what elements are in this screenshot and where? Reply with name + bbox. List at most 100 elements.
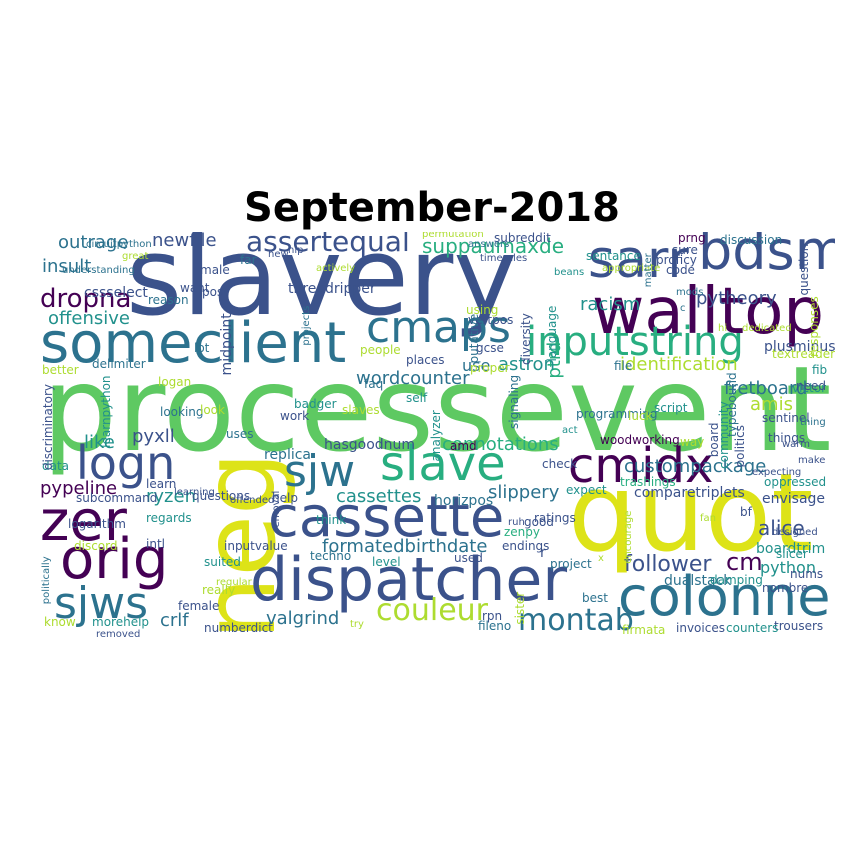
- word-amis: amis: [750, 394, 793, 415]
- word-need: need: [796, 379, 826, 393]
- word-discussion: discussion: [720, 233, 783, 247]
- word-looking: looking: [160, 405, 204, 419]
- word-beans: beans: [554, 267, 585, 278]
- word-actively: actively: [316, 263, 356, 274]
- word-pypeline: pypeline: [40, 478, 118, 499]
- word-cm: cm: [726, 548, 763, 576]
- word-counters: counters: [726, 621, 779, 635]
- word-subreddit: subreddit: [494, 232, 551, 245]
- word-way: way: [680, 435, 705, 449]
- word-try: try: [350, 619, 364, 630]
- word-zer: zer: [40, 489, 127, 554]
- word-r: r: [540, 545, 546, 561]
- word-ryzen: ryzen: [146, 486, 196, 507]
- word-hi: hi: [718, 323, 728, 334]
- word-responses: responses: [807, 296, 821, 357]
- word-colonne: colonne: [618, 565, 831, 628]
- word-diversity: diversity: [519, 313, 533, 365]
- word-cssselect: cssselect: [84, 285, 148, 301]
- word-luck: luck: [628, 409, 653, 423]
- word-sjws: sjws: [54, 578, 149, 629]
- word-x: x: [598, 553, 604, 564]
- word-programming: programming: [576, 407, 658, 421]
- word-nums: nums: [790, 567, 824, 581]
- word-suited: suited: [204, 555, 241, 569]
- word-sister: sister: [513, 591, 527, 625]
- word-mods: mods: [676, 287, 704, 298]
- word-warm: warm: [782, 439, 810, 450]
- word-dispatcher: dispatcher: [250, 545, 567, 615]
- word-slippery: slippery: [488, 482, 560, 503]
- word-places: places: [406, 353, 445, 367]
- word-quot: quot: [568, 451, 814, 576]
- word-fan: fan: [700, 513, 716, 524]
- word-slicer: slicer: [776, 547, 808, 561]
- word-logarithm: logarithm: [68, 517, 126, 531]
- word-amd: amd: [450, 439, 477, 453]
- word-used: used: [454, 551, 483, 565]
- word-look: look: [200, 403, 225, 417]
- word-learnpython: learnpython: [99, 375, 113, 448]
- word-faq: faq: [364, 377, 384, 391]
- word-pytheory: pytheory: [696, 288, 777, 309]
- word-reason: reason: [148, 293, 189, 307]
- word-crlf: crlf: [160, 610, 189, 631]
- word-custompackage: custompackage: [624, 456, 767, 477]
- word-sjw: sjw: [284, 446, 356, 497]
- word-hasgoodnum: hasgoodnum: [324, 437, 416, 453]
- word-code: code: [666, 263, 695, 277]
- word-using: using: [466, 303, 499, 317]
- word-proficy: proficy: [656, 253, 697, 267]
- word-woodworking: woodworking: [600, 433, 680, 447]
- word-regular: regular: [216, 577, 252, 588]
- word-like: like: [84, 432, 115, 453]
- word-offended: offended: [230, 495, 275, 506]
- word-removed: removed: [96, 629, 141, 640]
- word-textreader: textreader: [772, 347, 835, 361]
- word-really: really: [202, 583, 236, 597]
- word-file: file: [614, 359, 633, 373]
- word-trashings: trashings: [620, 475, 676, 489]
- word-data: data: [42, 459, 70, 473]
- word-script: script: [654, 401, 688, 415]
- word-better: better: [42, 363, 79, 377]
- word-astron: astron: [498, 354, 555, 375]
- word-use: use: [462, 356, 491, 375]
- word-appropriate: appropriate: [602, 263, 661, 274]
- word-new: new: [268, 249, 289, 260]
- word-logan: logan: [158, 375, 192, 389]
- word-firmata: firmata: [622, 623, 666, 637]
- word-learn: learn: [146, 477, 177, 491]
- word-rpn: rpn: [482, 609, 503, 623]
- word-techno: techno: [310, 549, 352, 563]
- word-good: good: [524, 515, 554, 529]
- word-boardtrim: boardtrim: [756, 541, 826, 557]
- word-question: question: [797, 243, 811, 296]
- word-level: level: [372, 555, 401, 569]
- figure-title: September-2018: [244, 185, 620, 231]
- word-nombre: nombre: [762, 581, 809, 595]
- word-sentance: sentance: [586, 249, 641, 263]
- word-fretboard: fretboard: [724, 378, 808, 399]
- word-politics: politics: [733, 425, 747, 468]
- word-questions: questions: [192, 489, 251, 503]
- word-discriminatory: discriminatory: [41, 384, 55, 471]
- word-people: people: [360, 343, 401, 357]
- word-victor: victor: [792, 381, 827, 395]
- word-invoices: invoices: [676, 621, 725, 635]
- word-cloud: processevent slavery quot neg walltop somecli…: [40, 232, 835, 660]
- word-cmaps: cmaps: [366, 302, 511, 353]
- word-plusminus: plusminus: [764, 339, 835, 355]
- word-walltop: walltop: [592, 275, 824, 349]
- word-slavery: slavery: [126, 232, 518, 340]
- word-uses: uses: [226, 427, 254, 441]
- word-racism: racism: [580, 294, 641, 315]
- word-ruh: ruh: [508, 517, 525, 528]
- word-self: self: [406, 391, 428, 405]
- word-horizpos: horizpos: [434, 493, 494, 509]
- word-outrage: outrage: [58, 232, 129, 253]
- word-inputvalue: inputvalue: [224, 539, 288, 553]
- word-sure: sure: [672, 243, 698, 257]
- word-nlp: nlp: [288, 245, 304, 256]
